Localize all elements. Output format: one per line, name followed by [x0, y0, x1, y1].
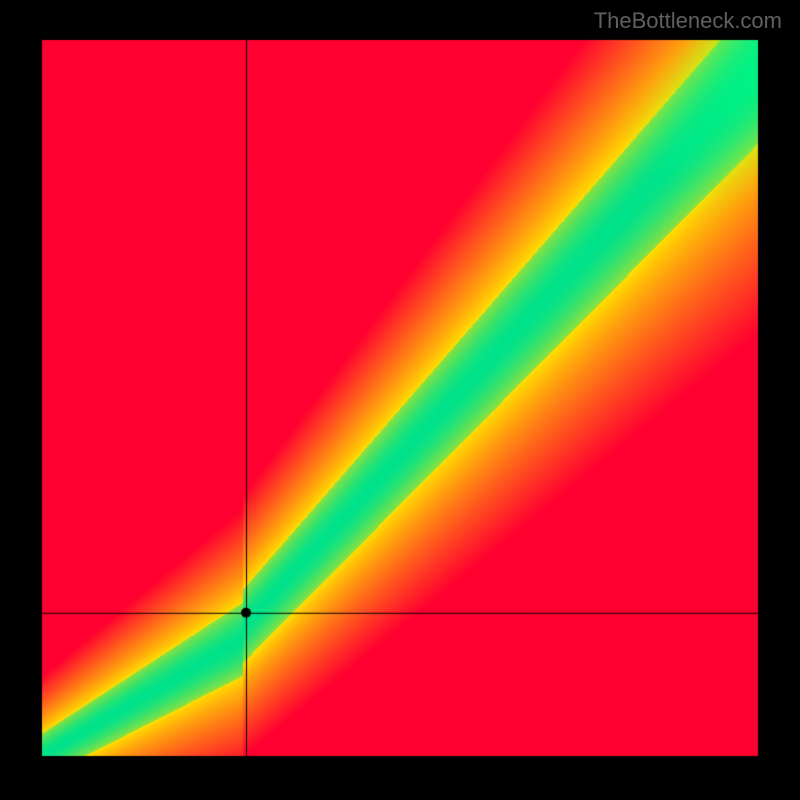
watermark-text: TheBottleneck.com: [594, 8, 782, 34]
bottleneck-heatmap: [0, 0, 800, 800]
chart-container: TheBottleneck.com: [0, 0, 800, 800]
